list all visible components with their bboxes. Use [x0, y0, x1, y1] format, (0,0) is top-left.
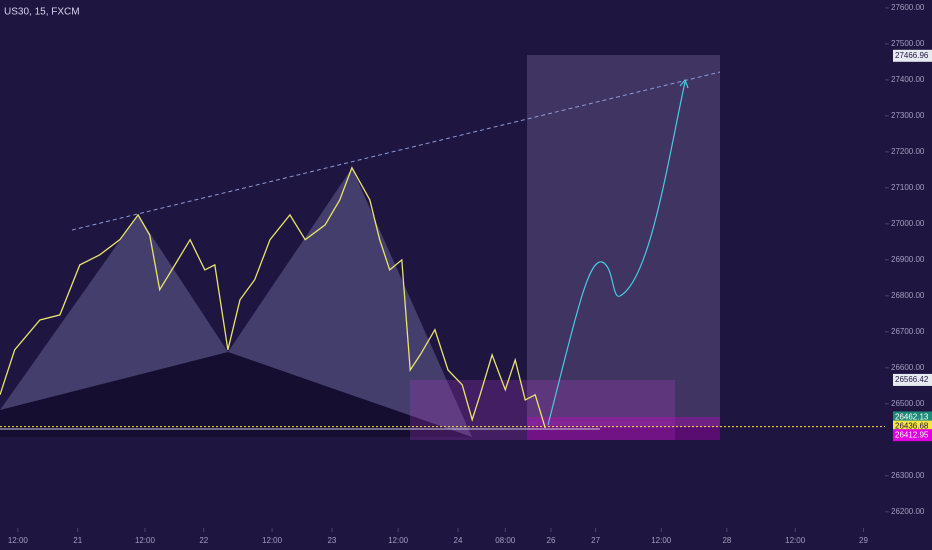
price-label-bg	[893, 49, 932, 62]
price-label-bg	[893, 373, 932, 386]
x-tick-label: 08:00	[495, 536, 516, 545]
zone-box	[410, 380, 675, 440]
x-tick-label: 27	[591, 536, 600, 545]
y-tick-label: 27000.00	[891, 219, 925, 228]
y-tick-label: 26600.00	[891, 363, 925, 372]
stop-box	[527, 417, 720, 440]
pattern-shade	[0, 352, 472, 437]
y-tick-label: 27300.00	[891, 111, 925, 120]
x-tick-label: 21	[73, 536, 82, 545]
y-tick-label: 26200.00	[891, 507, 925, 516]
y-tick-label: 26300.00	[891, 471, 925, 480]
price-label: 26412.95	[895, 430, 929, 439]
drawings	[0, 55, 721, 440]
x-tick-label: 12:00	[785, 536, 806, 545]
projection-curve	[547, 81, 686, 426]
x-tick-label: 12:00	[262, 536, 283, 545]
price-label: 26566.42	[895, 375, 929, 384]
price-label: 26436.68	[895, 422, 929, 431]
y-tick-label: 27100.00	[891, 183, 925, 192]
y-tick-label: 26900.00	[891, 255, 925, 264]
x-tick-label: 12:00	[651, 536, 672, 545]
price-label: 26462.13	[895, 413, 929, 422]
x-tick-label: 29	[859, 536, 868, 545]
x-tick-label: 28	[722, 536, 731, 545]
target-box	[527, 55, 720, 427]
price-line	[0, 166, 546, 429]
y-tick-label: 26800.00	[891, 291, 925, 300]
x-tick-label: 24	[454, 536, 463, 545]
y-tick-label: 26500.00	[891, 399, 925, 408]
x-tick-label: 26	[547, 536, 556, 545]
y-tick-label: 27500.00	[891, 39, 925, 48]
projection-arrow	[679, 78, 689, 89]
price-label-bg	[893, 429, 932, 442]
y-tick-label: 27200.00	[891, 147, 925, 156]
trend-line	[71, 71, 721, 231]
y-tick-label: 26700.00	[891, 327, 925, 336]
x-tick-label: 23	[327, 536, 336, 545]
y-tick-label: 27600.00	[891, 3, 925, 12]
x-tick-label: 12:00	[8, 536, 29, 545]
x-tick-label: 12:00	[135, 536, 156, 545]
pattern-triangle	[0, 215, 228, 410]
price-label-bg	[893, 411, 932, 424]
y-tick-label: 27400.00	[891, 75, 925, 84]
price-label: 27466.96	[895, 51, 929, 60]
x-tick-label: 12:00	[388, 536, 409, 545]
x-tick-label: 22	[199, 536, 208, 545]
chart-title: US30, 15, FXCM	[4, 7, 80, 18]
